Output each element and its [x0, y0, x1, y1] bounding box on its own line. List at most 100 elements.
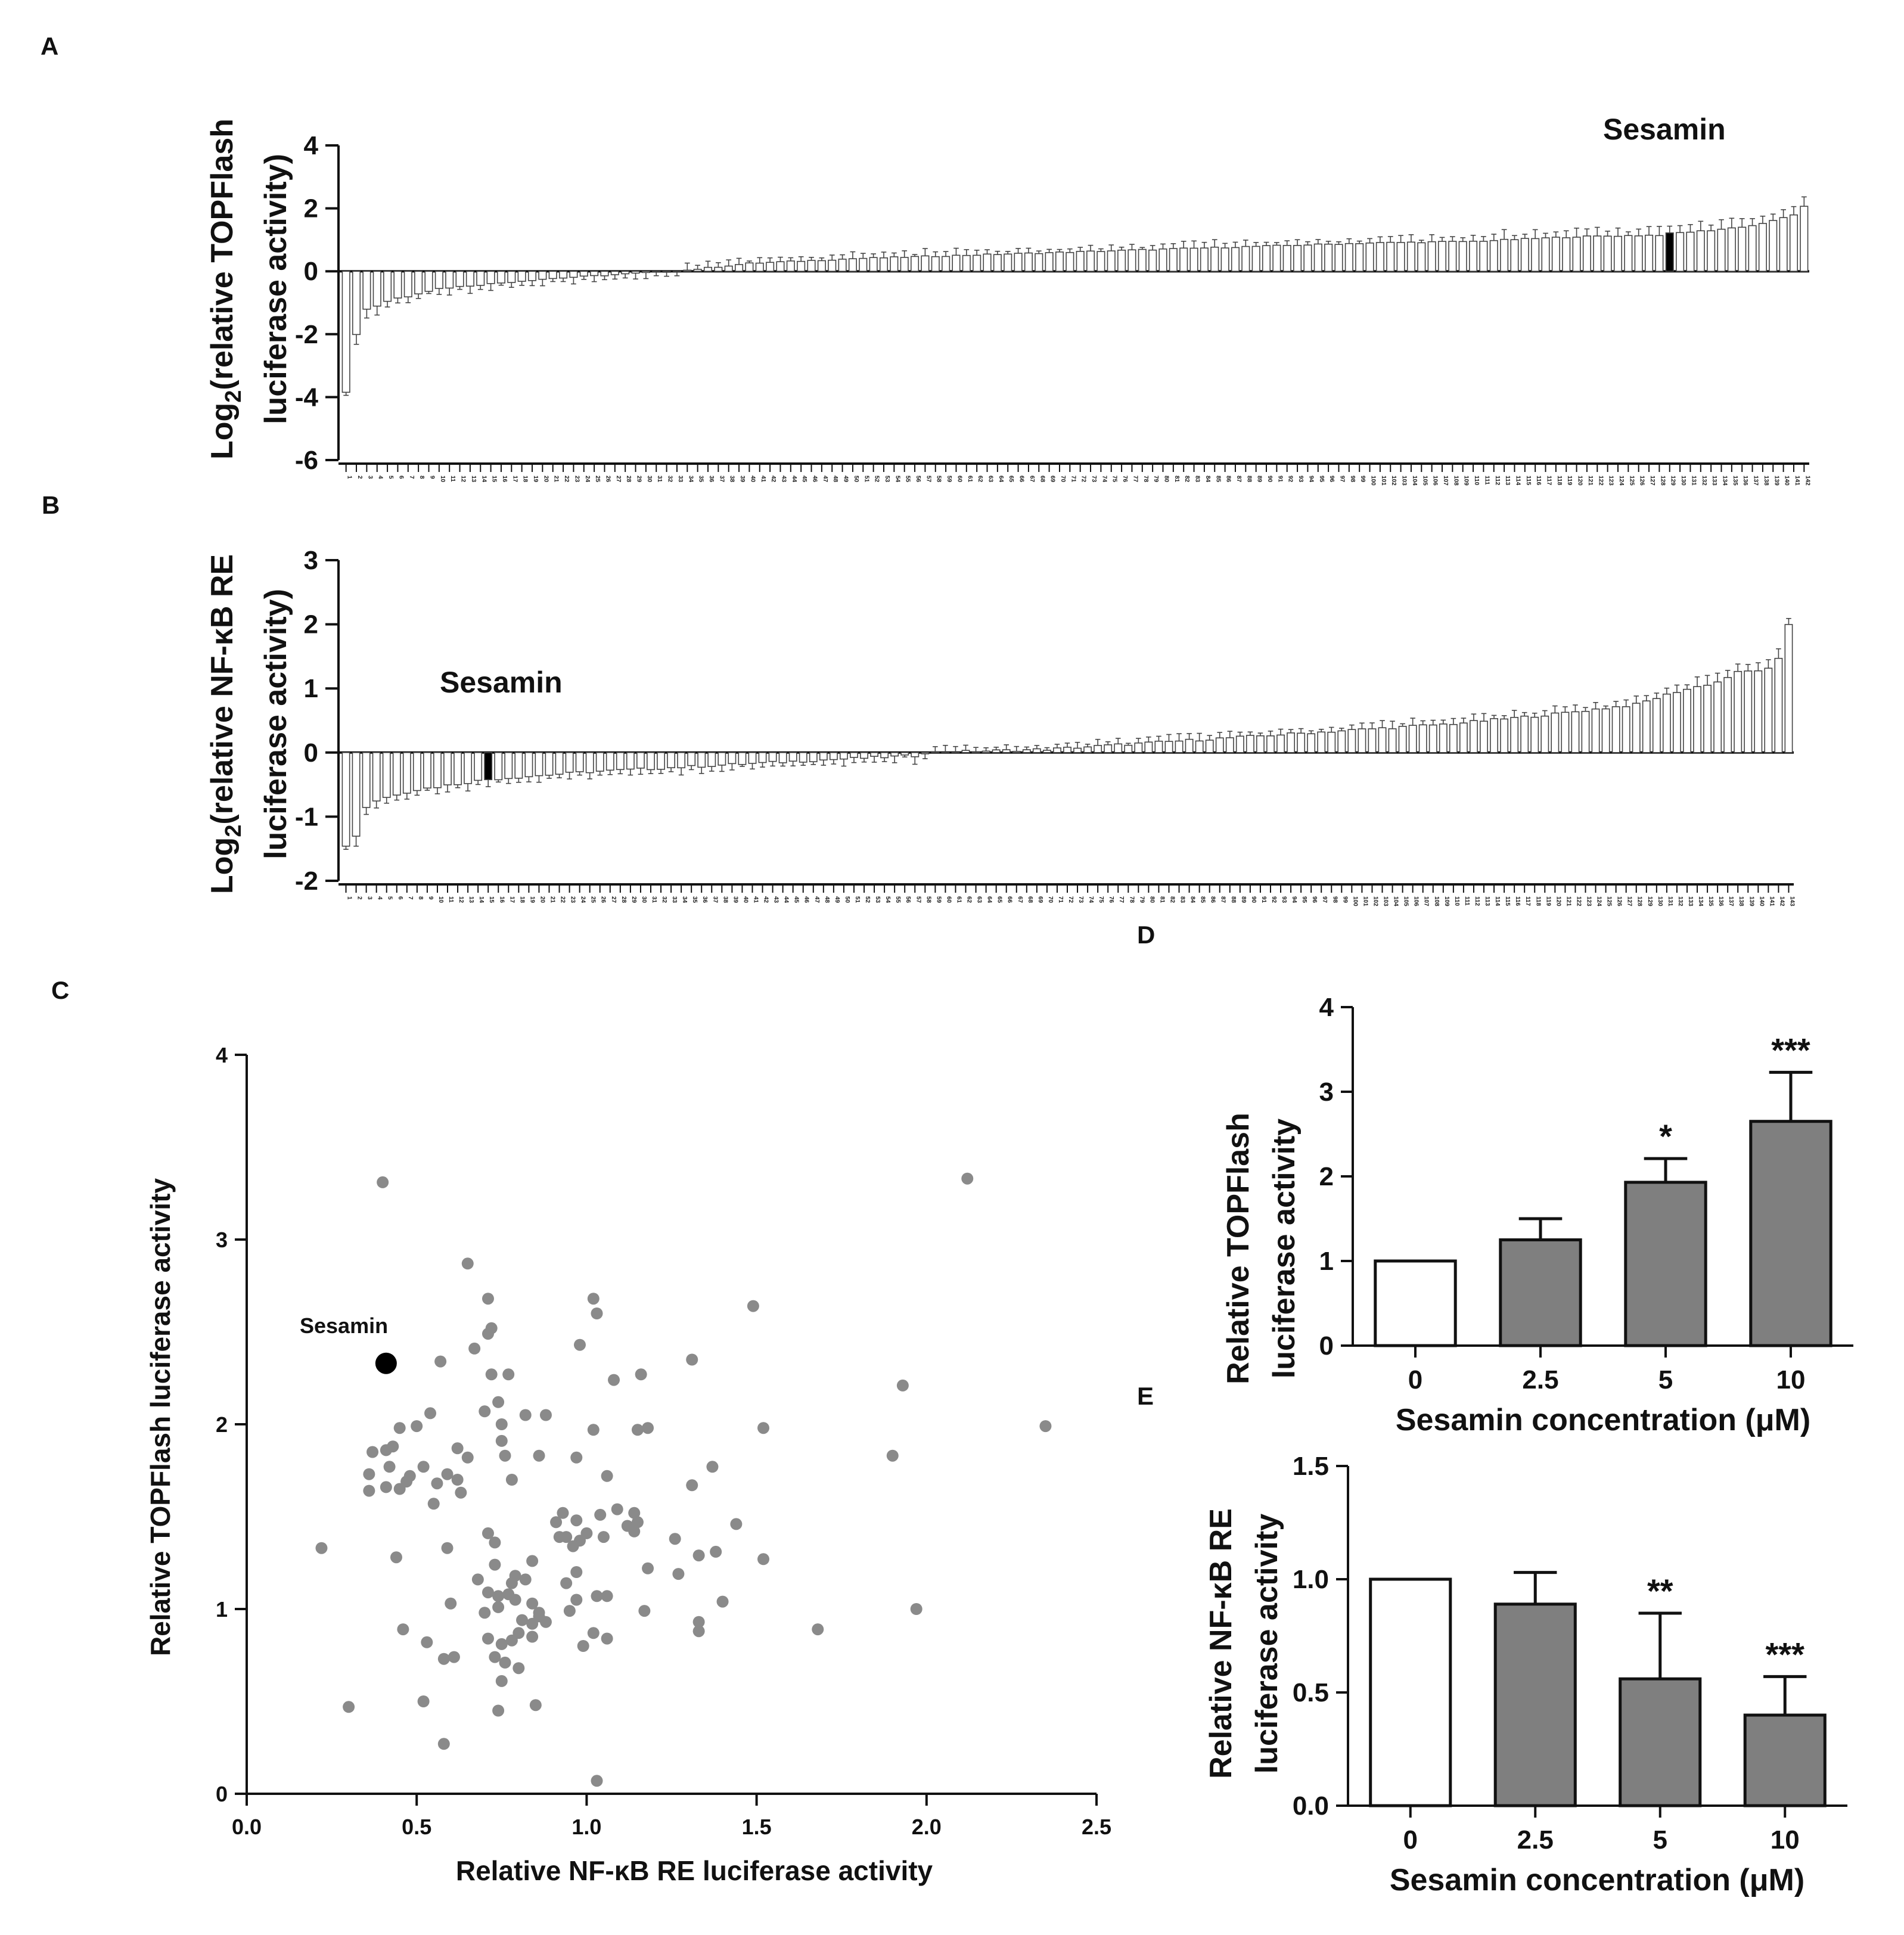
panel-c-chart: Relative TOPFlash luciferase activity Re…: [145, 1043, 1111, 1886]
compound-bar: [1307, 733, 1316, 753]
y-tick-label: 3: [1319, 1077, 1334, 1107]
compound-bar: [1032, 748, 1041, 753]
scatter-point: [383, 1461, 396, 1473]
compound-bar: [1428, 724, 1437, 753]
scatter-point: [437, 1738, 450, 1750]
compound-bar: [1510, 239, 1519, 272]
compound-bar: [758, 752, 767, 763]
category-label: 5: [387, 896, 393, 900]
compound-bar: [1231, 247, 1240, 272]
compound-bar: [1417, 242, 1426, 272]
scatter-point: [397, 1623, 409, 1636]
compound-bar: [1256, 735, 1265, 753]
compound-bar: [961, 750, 970, 753]
compound-bar: [1210, 246, 1219, 272]
category-label: 60: [956, 476, 962, 483]
scatter-point: [390, 1551, 402, 1564]
scatter-point: [471, 1573, 484, 1586]
y-tick-label: 4: [304, 131, 319, 160]
scatter-point: [896, 1379, 909, 1392]
scatter-point: [631, 1516, 644, 1529]
compound-bar: [900, 257, 909, 272]
category-label: 104: [1411, 476, 1418, 486]
compound-bar: [1449, 723, 1458, 753]
category-label: 47: [813, 896, 820, 903]
category-label: 108: [1452, 476, 1459, 486]
compound-bar: [1769, 220, 1778, 272]
category-label: 34: [687, 476, 694, 483]
scatter-point: [601, 1632, 613, 1645]
y-tick-label: -1: [295, 802, 318, 831]
compound-bar: [1355, 243, 1364, 272]
compound-bar: [1215, 737, 1224, 753]
scatter-point: [961, 1172, 974, 1185]
compound-bar: [921, 255, 930, 272]
scatter-point: [482, 1293, 494, 1305]
compound-bar: [1097, 251, 1105, 272]
compound-bar: [1317, 731, 1326, 753]
compound-bar: [745, 262, 754, 272]
category-label: 41: [760, 476, 766, 483]
category-label: 43: [773, 896, 779, 903]
compound-bar: [1784, 624, 1793, 753]
category-label: 69: [1037, 896, 1043, 903]
category-label: 25: [590, 896, 597, 903]
compound-bar: [1266, 735, 1275, 753]
category-label: 26: [600, 896, 607, 903]
compound-bar: [1094, 745, 1102, 753]
bar-10: [1749, 1120, 1832, 1347]
compound-bar: [1179, 247, 1188, 272]
compound-bar: [514, 752, 523, 779]
compound-bar: [486, 271, 495, 284]
compound-bar: [1662, 693, 1671, 753]
compound-bar: [1652, 698, 1661, 753]
compound-bar: [1055, 251, 1064, 272]
category-label: 136: [1742, 476, 1748, 486]
compound-bar: [1696, 230, 1705, 272]
compound-bar: [1593, 235, 1602, 272]
scatter-point: [757, 1422, 770, 1434]
panel-c-sesamin-label: Sesamin: [300, 1313, 388, 1338]
category-label: 75: [1098, 896, 1104, 903]
category-label: 35: [698, 476, 704, 483]
scatter-point: [519, 1573, 532, 1586]
compound-bar: [1303, 244, 1312, 272]
y-tick-label: 2: [216, 1412, 228, 1437]
category-label: 81: [1173, 476, 1180, 483]
category-label: 85: [1200, 896, 1206, 903]
compound-bar: [735, 264, 744, 272]
category-label: 52: [874, 476, 880, 483]
category-label: 18: [518, 896, 525, 903]
scatter-point: [499, 1656, 511, 1669]
category-label: 38: [729, 476, 735, 483]
compound-bar: [1117, 249, 1126, 272]
compound-bar: [1148, 249, 1157, 272]
category-label: 66: [1007, 896, 1013, 903]
category-label: 102: [1372, 896, 1378, 906]
compound-bar: [1418, 724, 1427, 753]
bar-0: [1369, 1577, 1452, 1807]
compound-bar: [575, 752, 584, 772]
category-label: 48: [832, 476, 838, 483]
y-tick-label: 0.0: [1293, 1791, 1329, 1821]
compound-bar: [1368, 728, 1377, 753]
compound-bar: [1571, 711, 1580, 753]
category-label: 74: [1101, 476, 1107, 483]
scatter-point: [608, 1374, 620, 1386]
scatter-point: [393, 1483, 406, 1495]
compound-bar: [393, 271, 402, 299]
category-label: 44: [791, 476, 797, 483]
compound-bar: [535, 752, 543, 777]
category-label: 139: [1748, 896, 1754, 906]
category-label: 71: [1070, 476, 1076, 483]
compound-bar: [1114, 743, 1123, 753]
category-label: 127: [1649, 476, 1655, 486]
bar-2.5: [1493, 1602, 1577, 1807]
category-label: 125: [1606, 896, 1613, 906]
compound-bar: [1063, 747, 1071, 753]
compound-bar: [1613, 235, 1623, 272]
sesamin-bar: [484, 752, 493, 781]
compound-bar: [1297, 732, 1306, 753]
category-label: 13: [470, 476, 477, 483]
category-label: 143: [1788, 896, 1795, 906]
